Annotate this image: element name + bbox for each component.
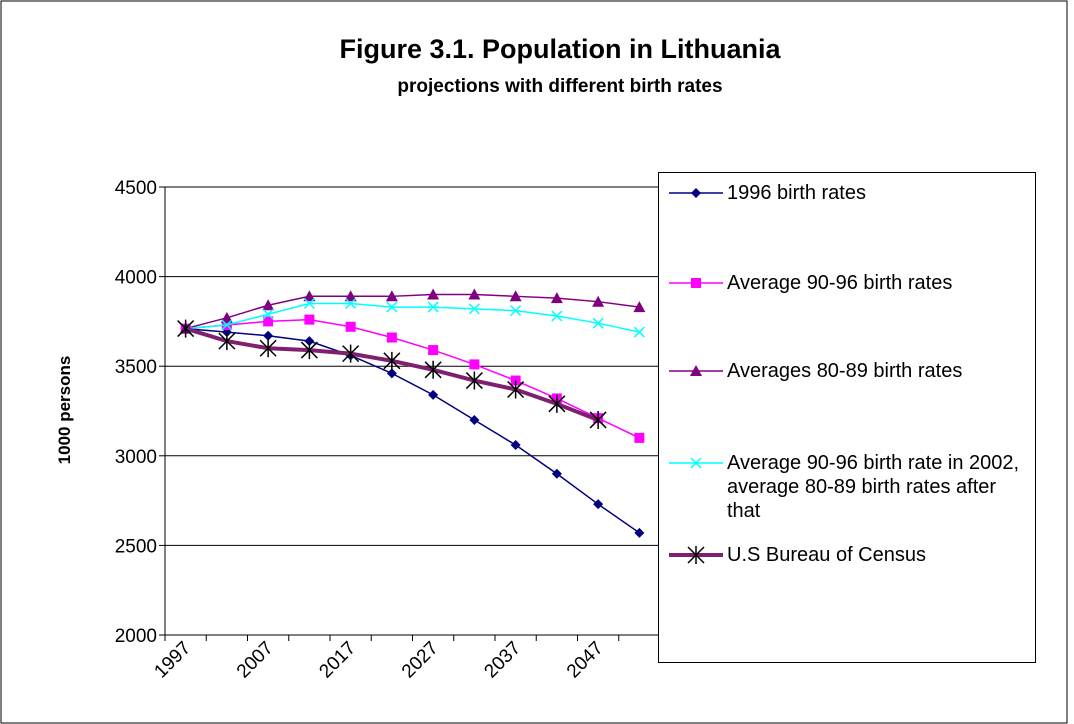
legend-label: Average 90-96 birth rate in 2002, averag…	[727, 452, 1020, 522]
marker	[690, 365, 702, 376]
legend-item: U.S Bureau of Census	[665, 543, 1027, 567]
marker	[428, 345, 439, 356]
series-line	[185, 293, 640, 330]
marker	[218, 332, 236, 351]
marker	[507, 380, 525, 399]
marker	[345, 321, 356, 332]
marker	[550, 292, 563, 304]
y-tick-label: 4500	[115, 178, 157, 199]
marker	[262, 308, 274, 320]
legend-label: Averages 80-89 birth rates	[727, 360, 963, 382]
marker	[342, 344, 360, 363]
marker	[592, 317, 604, 329]
marker	[468, 288, 481, 300]
marker	[263, 330, 274, 341]
marker	[551, 468, 562, 479]
legend-item: Average 90-96 birth rates	[665, 271, 1027, 295]
marker	[385, 290, 398, 302]
legend-marker	[669, 365, 723, 376]
legend-item: 1996 birth rates	[665, 181, 1027, 205]
marker	[691, 188, 701, 198]
legend-item: Average 90-96 birth rate in 2002, averag…	[665, 451, 1027, 523]
marker	[344, 290, 357, 302]
marker	[303, 297, 315, 310]
marker	[469, 359, 480, 370]
y-tick-label: 3000	[115, 447, 157, 468]
marker	[589, 410, 607, 429]
marker	[633, 326, 645, 338]
marker	[427, 288, 440, 300]
legend-marker	[669, 188, 723, 198]
legend-marker	[669, 457, 723, 469]
marker	[220, 311, 233, 323]
legend-label: Average 90-96 birth rates	[727, 272, 953, 294]
series-line	[185, 302, 640, 333]
marker	[468, 303, 480, 315]
marker	[386, 332, 397, 343]
marker	[691, 278, 701, 288]
marker	[259, 339, 277, 358]
marker	[303, 290, 316, 302]
y-tick-label: 2500	[115, 536, 157, 557]
marker	[345, 297, 357, 310]
marker	[386, 301, 398, 313]
marker	[300, 341, 318, 360]
legend-item: Averages 80-89 birth rates	[665, 359, 1027, 383]
marker	[262, 299, 275, 311]
marker	[424, 360, 442, 379]
series-line	[185, 327, 640, 534]
marker	[510, 440, 521, 451]
marker	[551, 310, 563, 322]
marker	[634, 527, 645, 538]
marker	[263, 316, 274, 327]
y-tick-label: 2000	[115, 626, 157, 647]
chart-subtitle: projections with different birth rates	[397, 76, 722, 97]
marker	[548, 394, 566, 413]
marker	[427, 301, 439, 313]
legend-marker	[669, 278, 723, 288]
y-tick-label: 4000	[115, 268, 157, 289]
marker	[428, 389, 439, 400]
marker	[592, 295, 605, 307]
legend-marker	[669, 546, 723, 564]
marker	[510, 305, 522, 317]
marker	[593, 499, 604, 510]
legend: 1996 birth rates Average 90-96 birth rate…	[658, 172, 1036, 663]
marker	[469, 414, 480, 425]
legend-label: 1996 birth rates	[727, 182, 866, 204]
marker	[634, 432, 645, 443]
marker	[221, 319, 233, 331]
marker	[633, 301, 646, 313]
marker	[383, 351, 401, 370]
marker	[509, 290, 522, 302]
y-axis-label: 1000 persons	[55, 356, 74, 465]
marker	[177, 319, 195, 338]
marker	[304, 314, 315, 325]
legend-label: U.S Bureau of Census	[727, 544, 926, 566]
chart-title: Figure 3.1. Population in Lithuania	[339, 34, 781, 64]
series-line	[185, 318, 640, 439]
marker	[690, 457, 702, 469]
y-tick-label: 3500	[115, 357, 157, 378]
marker	[687, 546, 705, 564]
marker	[386, 368, 397, 379]
marker	[465, 371, 483, 390]
